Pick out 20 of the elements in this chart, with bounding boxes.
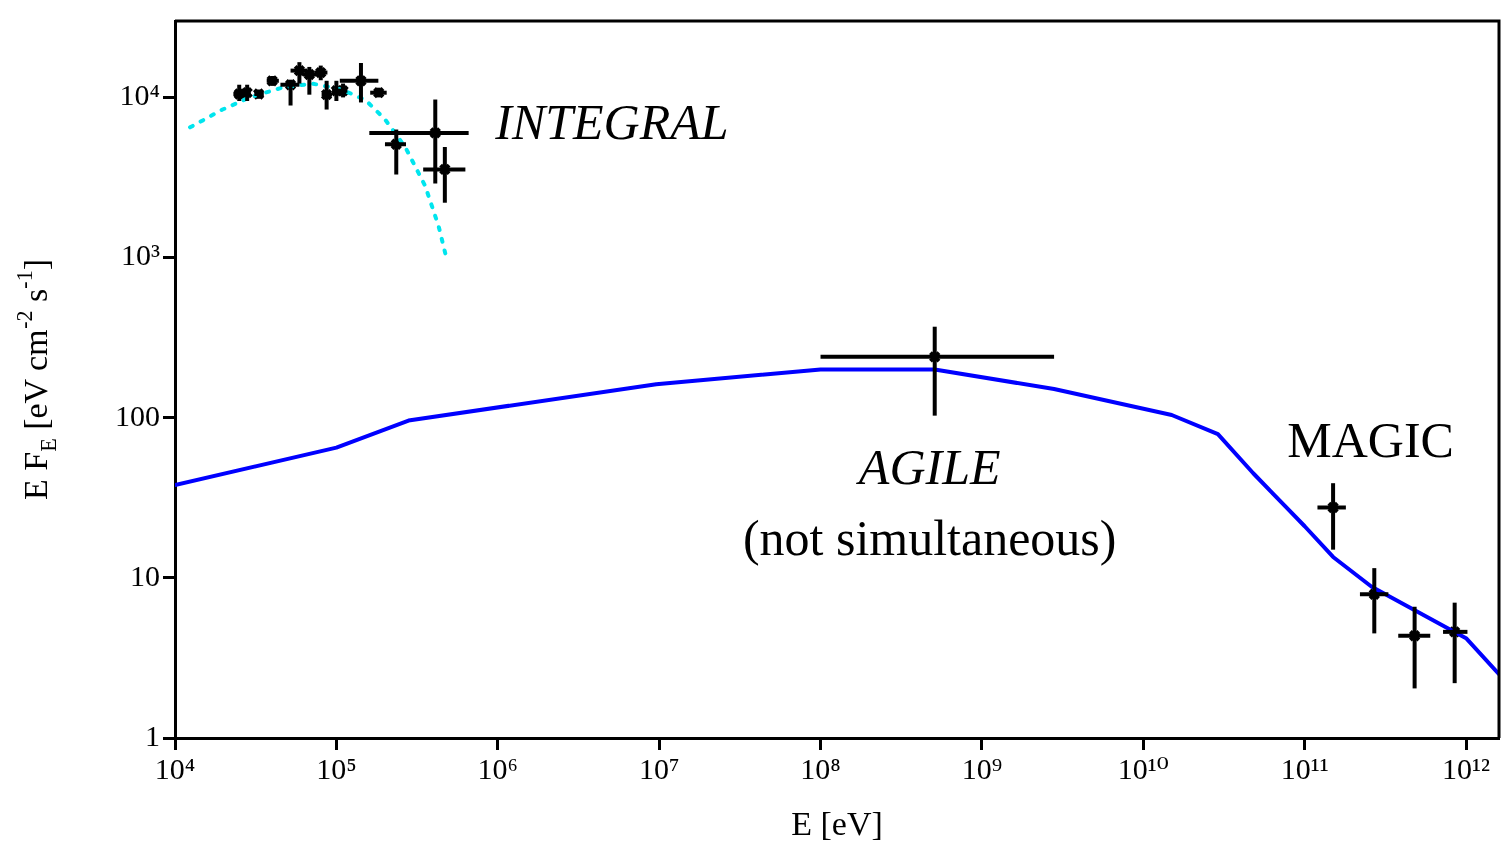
y-axis-title: E FE [eV cm-2 s-1]	[11, 258, 61, 501]
y-tick-label: 10	[130, 558, 160, 592]
x-tick-label: 10¹²	[1442, 751, 1491, 785]
annotation: AGILE	[855, 438, 1001, 495]
x-tick-label: 10⁸	[800, 751, 841, 785]
x-tick-label: 10⁶	[477, 751, 518, 785]
x-tick-label: 10⁹	[961, 751, 1003, 785]
x-tick-label: 10¹⁰	[1117, 751, 1169, 785]
x-tick-label: 10⁴	[154, 751, 196, 785]
annotation: (not simultaneous)	[742, 510, 1117, 567]
x-tick-label: 10⁵	[316, 751, 357, 785]
y-tick-label: 100	[115, 398, 160, 432]
annotation: MAGIC	[1287, 412, 1454, 469]
x-axis-title: E [eV]	[791, 804, 883, 842]
y-tick-label: 10³	[121, 238, 160, 272]
x-tick-label: 10⁷	[638, 751, 680, 785]
y-tick-label: 1	[145, 718, 160, 752]
annotation: INTEGRAL	[494, 93, 729, 150]
x-tick-label: 10¹¹	[1280, 751, 1329, 785]
y-tick-label: 10⁴	[119, 78, 160, 112]
